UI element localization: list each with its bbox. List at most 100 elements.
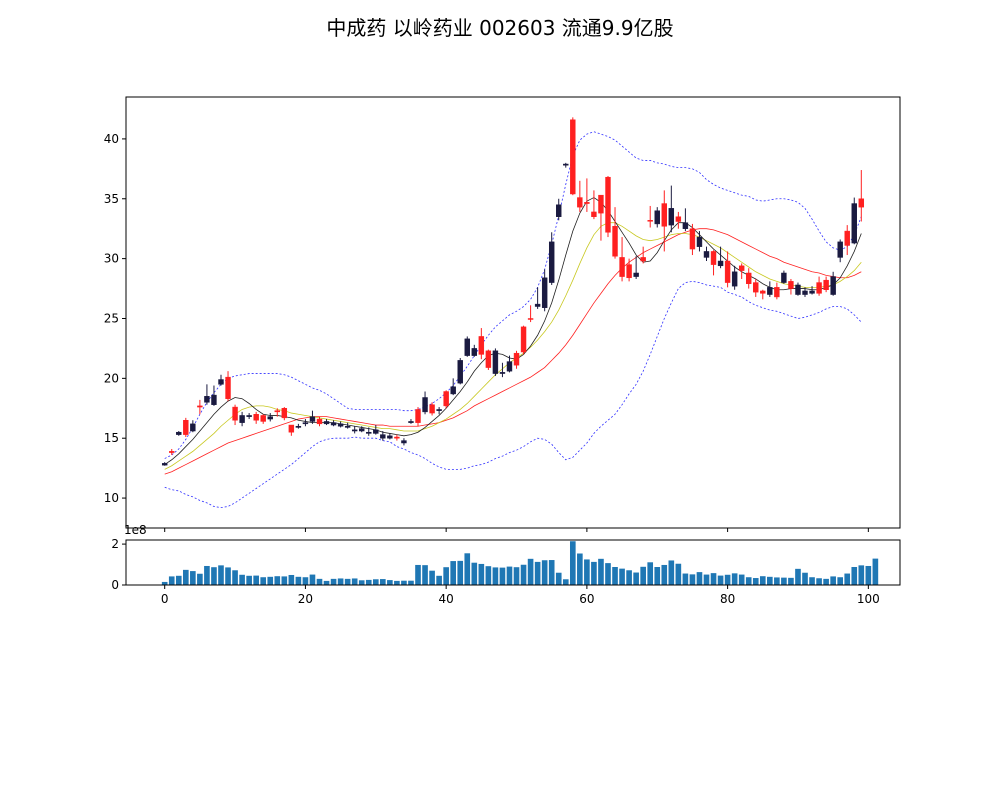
candle-body xyxy=(330,422,337,426)
candle-body xyxy=(844,230,850,246)
candle-body xyxy=(316,418,323,425)
candle xyxy=(556,198,562,221)
volume-bar xyxy=(485,566,492,585)
volume-bar xyxy=(316,578,323,585)
candle xyxy=(851,197,857,245)
volume-xtick-label: 100 xyxy=(857,592,880,606)
volume-bar xyxy=(506,566,513,585)
candle xyxy=(471,344,478,357)
volume-xtick-label: 0 xyxy=(161,592,169,606)
candle-body xyxy=(366,431,372,434)
candle-body xyxy=(802,290,808,295)
candle xyxy=(218,374,224,386)
volume-bar xyxy=(759,576,766,585)
volume-bar xyxy=(738,574,745,585)
volume-bar xyxy=(541,560,548,585)
volume-bar xyxy=(731,573,738,585)
candle-body xyxy=(774,287,780,298)
volume-frame xyxy=(125,539,901,586)
volume-bar xyxy=(717,575,724,585)
candle xyxy=(640,246,646,264)
volume-xtick-label: 40 xyxy=(439,592,454,606)
price-ytick-label: 40 xyxy=(104,132,119,146)
volume-xtick-label: 60 xyxy=(579,592,594,606)
candle-body xyxy=(710,251,717,265)
candle-body xyxy=(387,435,393,439)
candle xyxy=(394,434,400,441)
candle xyxy=(366,427,372,436)
candle xyxy=(802,287,808,297)
candle xyxy=(696,231,703,252)
candle-body xyxy=(858,198,865,208)
candle xyxy=(837,239,843,263)
candle-body xyxy=(274,410,280,413)
candle-body xyxy=(703,251,710,258)
candle-body xyxy=(781,272,787,283)
volume-bar xyxy=(534,561,541,585)
volume-bar xyxy=(464,553,471,585)
candle-body xyxy=(675,216,682,222)
candle-body xyxy=(767,287,773,295)
candle xyxy=(513,350,520,369)
volume-bar xyxy=(351,578,358,585)
volume-bar xyxy=(295,576,302,585)
candle-body xyxy=(520,326,527,353)
volume-bar xyxy=(330,578,337,585)
price-ytick-label: 10 xyxy=(104,491,119,505)
candle xyxy=(422,391,428,415)
volume-bar xyxy=(429,570,435,585)
candle xyxy=(619,237,625,282)
candle-body xyxy=(232,406,238,421)
volume-bar xyxy=(577,553,583,585)
candle xyxy=(534,287,541,309)
candle-body xyxy=(380,434,386,439)
candle-body xyxy=(408,421,414,423)
candle xyxy=(225,371,231,402)
candle xyxy=(612,207,618,259)
candle xyxy=(661,190,667,252)
volume-bar xyxy=(288,574,295,585)
candle xyxy=(563,162,569,168)
candle-body xyxy=(253,414,259,421)
candle xyxy=(774,282,780,300)
volume-bar xyxy=(161,581,168,585)
candle-body xyxy=(823,279,829,291)
candle xyxy=(161,462,168,466)
candle xyxy=(408,419,414,424)
candle-body xyxy=(541,277,548,308)
candle-body xyxy=(647,220,653,222)
candle-body xyxy=(816,282,822,294)
candle-body xyxy=(809,290,815,294)
candle xyxy=(724,251,731,288)
volume-bar xyxy=(260,577,267,585)
volume-bar xyxy=(767,576,773,585)
candle-body xyxy=(668,208,675,226)
candle xyxy=(809,286,815,295)
volume-bar xyxy=(598,558,604,585)
volume-bar xyxy=(520,564,527,585)
candle-body xyxy=(788,281,794,289)
volume-bar xyxy=(513,567,520,585)
volume-bar xyxy=(844,573,851,585)
candle-body xyxy=(337,423,344,427)
candle-body xyxy=(190,423,196,432)
volume-bar xyxy=(253,575,259,585)
candle-body xyxy=(373,429,379,434)
volume-bar xyxy=(668,560,675,585)
candle xyxy=(591,190,597,220)
candle-body xyxy=(429,404,435,414)
candle xyxy=(302,419,309,427)
volume-bar xyxy=(647,562,654,585)
candle xyxy=(654,207,660,228)
candle xyxy=(464,336,470,357)
candle xyxy=(760,289,766,300)
candle-body xyxy=(225,376,231,399)
candle-body xyxy=(506,361,513,372)
candle-body xyxy=(534,303,541,307)
candle xyxy=(731,265,738,290)
candle xyxy=(295,423,302,429)
candle xyxy=(197,399,203,415)
volume-bar xyxy=(211,567,217,585)
candle xyxy=(351,426,358,434)
candle-body xyxy=(443,391,449,407)
